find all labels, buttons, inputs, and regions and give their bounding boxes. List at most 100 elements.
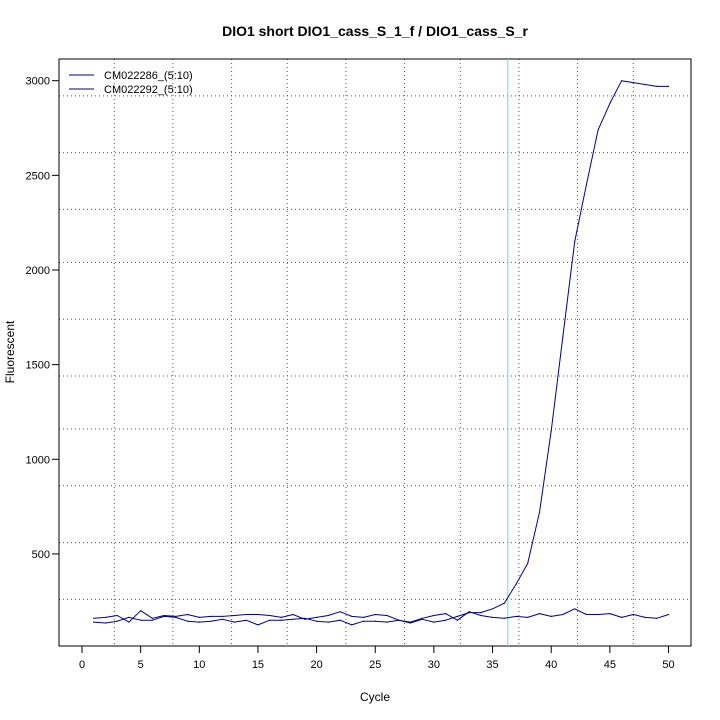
data-point (292, 618, 294, 620)
data-point (128, 621, 130, 623)
data-point (456, 615, 458, 618)
data-point (327, 614, 329, 617)
data-point (257, 613, 259, 616)
data-point (609, 102, 611, 104)
data-point (304, 618, 306, 620)
data-point (656, 617, 658, 619)
data-point (480, 612, 482, 614)
data-point (386, 621, 388, 623)
legend-entry: CM022286_(5:10) (104, 70, 193, 82)
data-point (362, 616, 365, 619)
data-point (503, 617, 505, 619)
data-point (585, 613, 588, 616)
data-point (316, 616, 318, 619)
data-point (515, 615, 517, 618)
data-point (163, 615, 165, 618)
data-point (351, 624, 353, 626)
x-tick-label: 10 (193, 659, 205, 671)
x-tick-label: 35 (486, 659, 498, 671)
series-line-1 (93, 80, 669, 626)
data-point (433, 621, 435, 623)
x-tick-label: 0 (79, 659, 85, 671)
data-point (233, 621, 236, 623)
data-point (421, 617, 423, 619)
data-point (433, 614, 435, 617)
horizontal-grid-lines (59, 95, 691, 600)
data-point (656, 85, 658, 87)
legend: CM022286_(5:10) CM022292_(5:10) (69, 70, 193, 96)
legend-entry: CM022292_(5:10) (104, 84, 193, 96)
data-point (409, 621, 411, 623)
y-tick-label: 1000 (26, 454, 50, 466)
x-axis: 0 5 10 15 20 25 30 35 40 45 50 (79, 646, 675, 671)
x-tick-label: 20 (310, 659, 322, 671)
data-point (538, 613, 541, 615)
data-point (93, 621, 95, 623)
data-point (151, 617, 153, 619)
data-point (210, 615, 212, 618)
y-axis: 500 1000 1500 2000 2500 3000 (26, 76, 59, 561)
data-point (104, 616, 107, 619)
series-layer (93, 80, 670, 626)
data-point (116, 614, 118, 617)
x-tick-label: 25 (369, 659, 381, 671)
data-point (198, 616, 200, 619)
data-point (116, 620, 118, 622)
data-point (245, 613, 247, 616)
data-point (128, 616, 130, 619)
data-point (574, 241, 576, 243)
data-point (269, 614, 271, 617)
data-point (104, 622, 107, 624)
data-point (163, 614, 165, 617)
data-point (538, 511, 541, 513)
data-point (187, 613, 189, 616)
data-point (175, 615, 177, 618)
vertical-grid-lines (113, 59, 634, 646)
data-point (562, 613, 564, 616)
y-tick-label: 3000 (26, 76, 50, 88)
data-point (316, 620, 318, 622)
data-point (198, 621, 200, 623)
data-point (351, 615, 353, 618)
data-point (398, 619, 400, 621)
data-point (222, 615, 224, 618)
data-point (456, 619, 458, 621)
data-point (280, 616, 282, 619)
y-tick-label: 500 (32, 549, 50, 561)
data-point (140, 619, 142, 621)
data-point (550, 615, 552, 618)
data-point (339, 611, 341, 613)
data-point (585, 184, 588, 186)
data-point (445, 619, 447, 621)
data-point (210, 620, 212, 622)
data-point (222, 618, 224, 620)
data-point (632, 82, 634, 84)
x-tick-label: 15 (252, 659, 264, 671)
x-tick-label: 40 (545, 659, 557, 671)
y-tick-label: 2500 (26, 170, 50, 182)
data-point (492, 608, 494, 610)
data-point (644, 616, 646, 619)
data-point (597, 129, 599, 131)
data-point (140, 610, 142, 612)
data-point (468, 611, 470, 613)
x-axis-label: Cycle (360, 690, 390, 704)
x-tick-label: 5 (138, 659, 144, 671)
data-point (386, 614, 388, 617)
data-point (304, 617, 306, 619)
data-point (644, 83, 646, 86)
y-tick-label: 2000 (26, 265, 50, 277)
data-point (292, 613, 294, 616)
data-point (562, 335, 564, 337)
x-tick-label: 50 (662, 659, 674, 671)
data-point (621, 616, 623, 619)
data-point (597, 613, 599, 616)
data-point (632, 613, 634, 616)
data-point (151, 619, 153, 621)
data-point (233, 614, 236, 617)
data-point (667, 613, 670, 616)
data-point (374, 613, 376, 616)
data-point (362, 620, 365, 622)
data-point (269, 619, 271, 621)
data-point (327, 621, 329, 623)
